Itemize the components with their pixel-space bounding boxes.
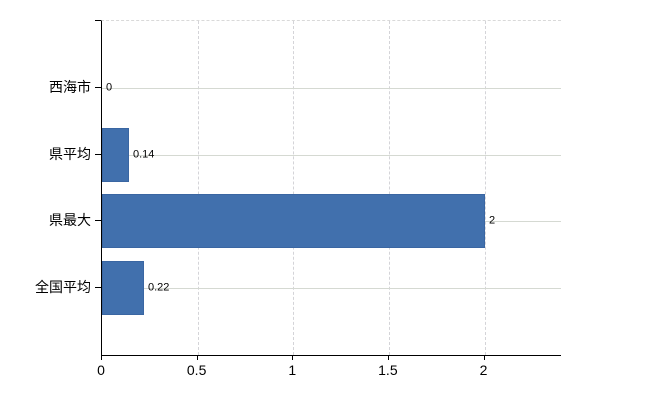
x-tick [387, 355, 389, 360]
value-label: 0.22 [148, 281, 170, 294]
y-tick [95, 154, 101, 155]
x-tick-label: 0.5 [186, 362, 207, 378]
gridline-vertical [484, 21, 486, 355]
category-label: 全国平均 [35, 279, 91, 295]
category-label: 県最大 [49, 212, 91, 228]
bar [102, 194, 485, 248]
gridline-horizontal [102, 288, 561, 289]
value-label: 2 [489, 214, 496, 227]
bar [102, 128, 129, 182]
x-tick-label: 0 [97, 362, 105, 378]
x-tick [101, 355, 102, 360]
y-tick [95, 287, 101, 288]
y-tick [95, 220, 101, 221]
gridline-vertical [388, 21, 390, 355]
bar [102, 261, 144, 315]
value-label: 0.14 [133, 148, 155, 161]
category-label: 西海市 [49, 79, 91, 95]
x-tick [483, 355, 485, 360]
plot-area: 0 0.14 2 0.22 [101, 20, 561, 356]
gridline-horizontal [102, 155, 561, 156]
y-axis-end-tick [95, 20, 101, 21]
x-tick-label: 2 [479, 362, 488, 378]
x-tick [196, 355, 198, 360]
x-tick-label: 1.5 [378, 362, 398, 378]
x-tick [292, 355, 294, 360]
gridline-vertical [197, 21, 199, 355]
gridline-horizontal [102, 88, 561, 89]
value-label: 0 [106, 81, 113, 94]
x-tick-label: 1 [288, 362, 297, 378]
gridline-vertical [293, 21, 295, 355]
category-label: 県平均 [49, 146, 91, 162]
y-tick [95, 87, 101, 88]
